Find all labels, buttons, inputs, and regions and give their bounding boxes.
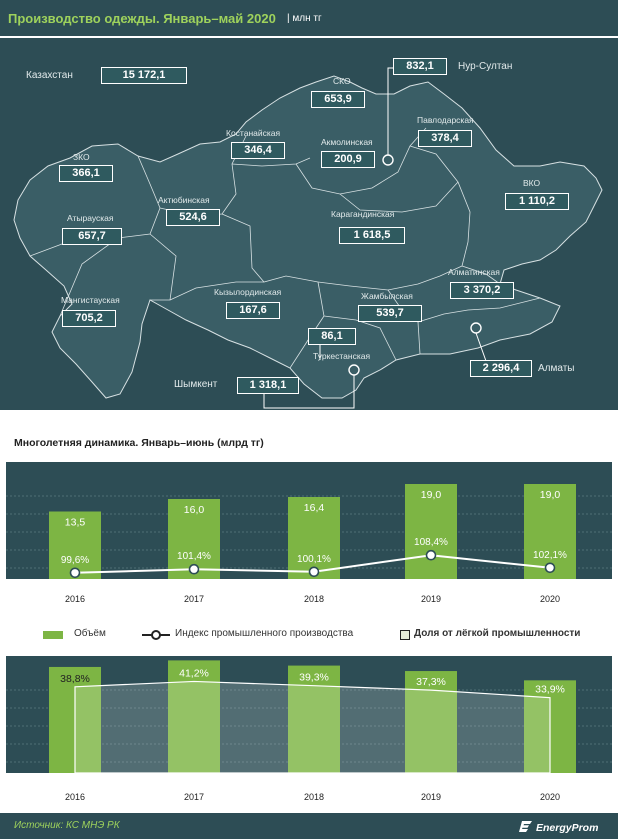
region-value-turkestan: 86,1 [308, 328, 356, 345]
region-label-kyzylorda: Кызылординская [214, 287, 282, 297]
volume-bar-2019 [405, 484, 457, 579]
region-value-kyzylorda: 167,6 [226, 302, 280, 319]
region-value-zko: 366,1 [59, 165, 113, 182]
volume-label-2020: 19,0 [540, 489, 561, 501]
kazakhstan-map [13, 67, 603, 409]
share-label-2017: 41,2% [179, 667, 209, 679]
index-point-2018 [308, 566, 320, 578]
chart2-tick-2017: 2017 [184, 792, 204, 802]
legend-share-label: Доля от лёгкой промышленности [414, 628, 581, 639]
share-label-2016: 38,8% [60, 673, 90, 685]
region-value-atyrau: 657,7 [62, 228, 122, 245]
chart2-tick-2016: 2016 [65, 792, 85, 802]
share-label-2018: 39,3% [299, 672, 329, 684]
legend-volume-swatch [43, 631, 63, 639]
page-title: Производство одежды. Январь–май 2020 [8, 11, 276, 26]
chart1-tick-2017: 2017 [184, 594, 204, 604]
unit-label: | млн тг [287, 13, 322, 24]
volume-index-chart: 13,5 16,0 16,4 19,0 19,0 99,6% 101,4% 100,1% 108… [6, 462, 612, 604]
region-label-almaty-region: Алматинская [448, 267, 500, 277]
share-bar-2019 [405, 671, 457, 773]
index-label-2019: 108,4% [414, 537, 448, 548]
chart1-tick-2018: 2018 [304, 594, 324, 604]
legend-share-swatch [400, 630, 410, 640]
index-label-2018: 100,1% [297, 554, 331, 565]
brand-name: EnergyProm [536, 822, 599, 834]
index-label-2016: 99,6% [61, 555, 89, 566]
index-label-2017: 101,4% [177, 551, 211, 562]
volume-label-2018: 16,4 [304, 502, 325, 514]
share-chart: 38,8% 41,2% 39,3% 37,3% 33,9% 2016 2017 2018 201… [6, 656, 612, 802]
header-bar: Производство одежды. Январь–май 2020 | м… [0, 0, 618, 36]
map-panel: Казахстан 15 172,1 ЗКО 366,1 Атырауская … [0, 38, 618, 410]
chart1-tick-2019: 2019 [421, 594, 441, 604]
city-label-shymkent: Шымкент [174, 379, 218, 390]
region-value-kostanay: 346,4 [231, 142, 285, 159]
region-value-mangistau: 705,2 [62, 310, 116, 327]
legend-index-label: Индекс промышленного производства [175, 628, 354, 639]
volume-label-2017: 16,0 [184, 504, 205, 516]
region-label-karaganda: Карагандинская [331, 209, 395, 219]
index-point-2019 [425, 549, 437, 561]
region-value-almaty-region: 3 370,2 [450, 282, 514, 299]
region-label-vko: ВКО [523, 178, 541, 188]
index-point-2017 [188, 563, 200, 575]
region-value-pavlodar: 378,4 [418, 130, 472, 147]
volume-bar-2018 [288, 497, 340, 579]
region-label-turkestan: Туркестанская [313, 351, 371, 361]
source-note: Источник: КС МНЭ РК [14, 820, 120, 831]
region-label-akmola: Акмолинская [321, 137, 373, 147]
index-point-2016 [69, 567, 81, 579]
region-label-pavlodar: Павлодарская [417, 115, 474, 125]
country-value: 15 172,1 [101, 67, 187, 84]
region-value-zhambyl: 539,7 [358, 305, 422, 322]
country-label: Казахстан [26, 70, 73, 81]
legend: Объём Индекс промышленного производства … [0, 628, 618, 642]
legend-index-line-icon [142, 630, 170, 640]
index-point-2020 [544, 562, 556, 574]
region-label-mangistau: Мангистауская [61, 295, 120, 305]
chart2-tick-2020: 2020 [540, 792, 560, 802]
index-label-2020: 102,1% [533, 550, 567, 561]
city-value-nur-sultan: 832,1 [393, 58, 447, 75]
share-area [74, 680, 551, 774]
city-value-almaty: 2 296,4 [470, 360, 532, 377]
region-value-aktobe: 524,6 [166, 209, 220, 226]
city-label-almaty: Алматы [538, 363, 575, 374]
region-value-akmola: 200,9 [321, 151, 375, 168]
region-label-zko: ЗКО [73, 152, 90, 162]
region-label-zhambyl: Жамбылская [361, 291, 413, 301]
legend-volume-label: Объём [74, 628, 106, 639]
energyprom-logo-icon [519, 821, 532, 832]
share-label-2019: 37,3% [416, 676, 446, 688]
share-bar-2017 [168, 660, 220, 773]
footer-bar: Источник: КС МНЭ РК EnergyProm [0, 813, 618, 839]
region-value-vko: 1 110,2 [505, 193, 569, 210]
city-value-shymkent: 1 318,1 [237, 377, 299, 394]
chart1-tick-2020: 2020 [540, 594, 560, 604]
region-label-sko: СКО [333, 76, 351, 86]
city-label-nur-sultan: Нур-Султан [458, 61, 513, 72]
chart2-tick-2018: 2018 [304, 792, 324, 802]
region-value-sko: 653,9 [311, 91, 365, 108]
chart2-tick-2019: 2019 [421, 792, 441, 802]
share-label-2020: 33,9% [535, 684, 565, 696]
dynamics-title: Многолетняя динамика. Январь–июнь (млрд … [14, 437, 264, 449]
region-label-aktobe: Актюбинская [158, 195, 210, 205]
volume-label-2016: 13,5 [65, 517, 86, 529]
volume-label-2019: 19,0 [421, 489, 442, 501]
region-label-atyrau: Атырауская [67, 213, 114, 223]
region-value-karaganda: 1 618,5 [339, 227, 405, 244]
chart1-tick-2016: 2016 [65, 594, 85, 604]
share-bar-2018 [288, 665, 340, 773]
region-label-kostanay: Костанайская [226, 128, 281, 138]
country-outline [13, 75, 603, 399]
